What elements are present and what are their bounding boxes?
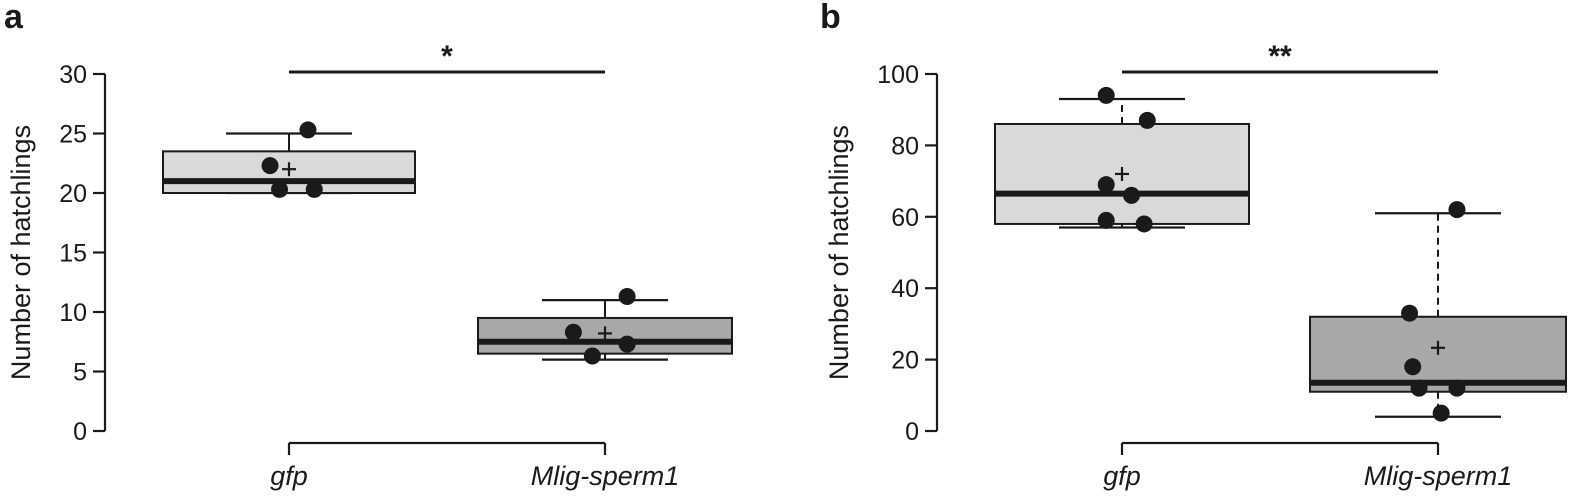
panel-a: a 0 5 10 15 20 25 30 Number of hatchlings gfp Mlig… bbox=[4, 0, 733, 491]
data-point bbox=[1448, 201, 1466, 219]
y-tick-label: 30 bbox=[59, 61, 87, 89]
data-point bbox=[1097, 211, 1115, 229]
y-axis-title: Number of hatchlings bbox=[6, 125, 36, 380]
panel-label: b bbox=[820, 0, 841, 36]
y-tick-label: 40 bbox=[891, 275, 919, 303]
x-category-label: gfp bbox=[270, 461, 308, 491]
data-point bbox=[618, 335, 636, 353]
panel-label: a bbox=[4, 0, 24, 36]
data-point bbox=[1404, 358, 1422, 376]
boxplot-0 bbox=[162, 121, 416, 198]
x-category-label: Mlig-sperm1 bbox=[1364, 461, 1513, 491]
data-point bbox=[1410, 379, 1428, 397]
data-point bbox=[1097, 86, 1115, 104]
data-point bbox=[1448, 379, 1466, 397]
y-tick-label: 0 bbox=[73, 418, 87, 446]
data-point bbox=[1135, 215, 1153, 233]
y-tick-label: 60 bbox=[891, 204, 919, 232]
y-tick-label: 20 bbox=[891, 347, 919, 375]
data-point bbox=[271, 180, 289, 198]
y-tick-label: 0 bbox=[905, 418, 919, 446]
y-tick-label: 80 bbox=[891, 132, 919, 160]
box-iqr bbox=[477, 316, 733, 355]
significance-label: ** bbox=[1268, 40, 1292, 73]
y-tick-label: 25 bbox=[59, 121, 87, 149]
panel-b: b 0 20 40 60 80 100 Number of hatchlings gfp Mlig… bbox=[820, 0, 1567, 491]
data-point bbox=[1432, 404, 1450, 422]
x-category-label: Mlig-sperm1 bbox=[531, 461, 680, 491]
data-point bbox=[1138, 111, 1156, 129]
data-point bbox=[618, 288, 636, 306]
x-category-label: gfp bbox=[1103, 461, 1141, 491]
boxplot-1 bbox=[477, 288, 733, 365]
y-tick-label: 100 bbox=[877, 61, 919, 89]
data-point bbox=[583, 347, 601, 365]
significance-label: * bbox=[441, 40, 453, 73]
data-point bbox=[299, 121, 317, 139]
boxplot-1 bbox=[1309, 201, 1567, 422]
data-point bbox=[1401, 304, 1419, 322]
data-point bbox=[1097, 176, 1115, 194]
y-axis-title: Number of hatchlings bbox=[824, 125, 854, 380]
y-tick-label: 20 bbox=[59, 180, 87, 208]
data-point bbox=[1122, 186, 1140, 204]
data-point bbox=[261, 157, 279, 175]
y-tick-label: 15 bbox=[59, 240, 87, 268]
mean-marker bbox=[1431, 340, 1445, 355]
mean-marker bbox=[282, 162, 296, 177]
boxplot-0 bbox=[994, 86, 1250, 233]
y-tick-label: 5 bbox=[73, 359, 87, 387]
data-point bbox=[305, 180, 323, 198]
mean-marker bbox=[1115, 166, 1129, 181]
y-tick-label: 10 bbox=[59, 299, 87, 327]
data-point bbox=[564, 323, 582, 341]
mean-marker bbox=[598, 326, 612, 341]
